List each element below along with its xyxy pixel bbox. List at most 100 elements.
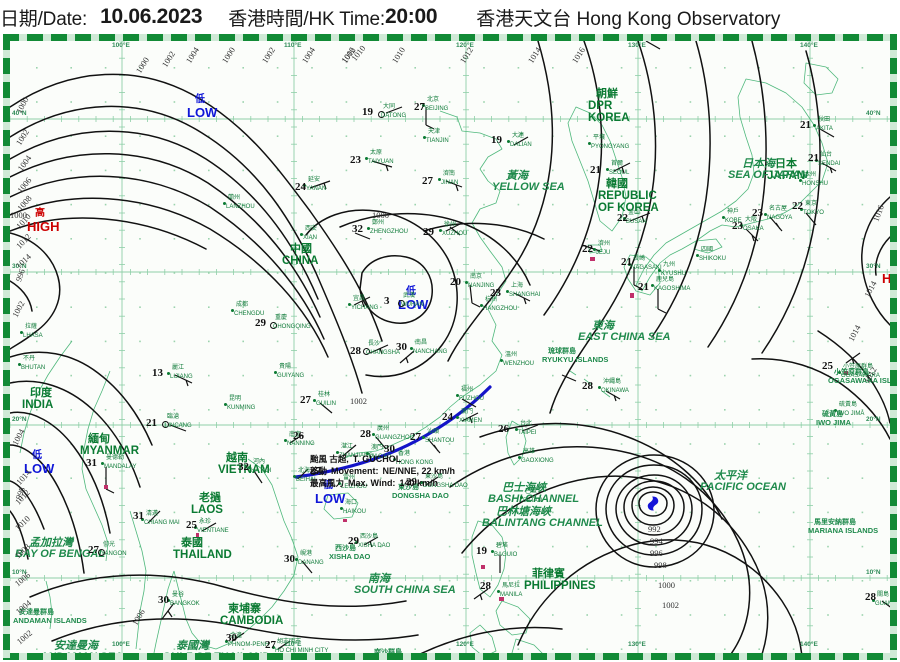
station-name-cn: 南京 [470, 274, 483, 280]
station-name-en: KUNMING [227, 405, 256, 411]
map-frame-left [3, 34, 10, 660]
country-label-en: CHINA [282, 255, 319, 267]
station-temperature: 13 [152, 367, 163, 379]
station-marker [231, 309, 234, 312]
station-name-cn: 台北 [520, 421, 533, 427]
station-marker [18, 363, 21, 366]
station-name-en: HANGZHOU [483, 306, 518, 312]
station-temperature: 22 [617, 212, 628, 224]
station-name-en: KOBE [725, 218, 742, 224]
station-marker [20, 331, 23, 334]
station-name-en: JEJU [596, 250, 611, 256]
station-name-en: FUZHOU [459, 396, 484, 402]
island-label-en: OGASAWARA ISLANDS [828, 376, 890, 385]
station-name-cn: 東沙島 [425, 474, 444, 480]
station-name-cn: 曼谷 [172, 592, 185, 598]
island-label-en: IWO JIMA [816, 418, 851, 427]
country-label-cn: 朝鮮 [596, 88, 618, 100]
station-name-cn: 長沙 [368, 341, 381, 347]
station-marker [480, 304, 483, 307]
station-name-cn: 東京 [805, 201, 818, 207]
island-label-en: ANDAMAN ISLANDS [13, 616, 87, 625]
station-name-cn: 馬尼拉 [502, 583, 521, 589]
station-marker [393, 458, 396, 461]
country-label-en: KOREA [588, 112, 630, 124]
sea-label-cn: 巴林塘海峽 [496, 506, 551, 518]
station-name-en: XISHA DAO [358, 543, 391, 549]
station-temperature: 21 [146, 417, 157, 429]
station-name-en: DATONG [381, 113, 407, 119]
station-marker [340, 507, 343, 510]
station-temperature: 26 [498, 423, 509, 435]
station-name-cn: 宜昌 [353, 296, 366, 302]
station-name-en: PHNOM-PENH [228, 642, 270, 648]
station-name-en: BUSAN [626, 219, 647, 225]
station-name-cn: 鄭州 [372, 220, 385, 226]
sea-label-en: BASHI CHANNEL [488, 493, 580, 505]
station-temperature: 30 [226, 632, 237, 644]
station-temperature: 23 [490, 287, 501, 299]
station-marker [628, 263, 631, 266]
station-marker [497, 590, 500, 593]
station-temperature: 29 [423, 226, 434, 238]
station-marker [422, 436, 425, 439]
station-marker [272, 646, 275, 649]
station-marker [593, 248, 596, 251]
station-marker [764, 213, 767, 216]
station-temperature: 3 [384, 295, 390, 307]
station-name-cn: 昆明 [229, 396, 242, 402]
pressure-centre-low-cn: 低 [32, 450, 42, 461]
station-marker [506, 290, 509, 293]
island-label-en: XISHA DAO [329, 552, 371, 561]
station-name-en: BEIJING [425, 106, 449, 112]
typhoon-isobar-label: 994 [650, 536, 663, 546]
station-name-cn: 大阪 [745, 217, 758, 223]
trough-line-layer [294, 385, 492, 479]
station-marker [372, 433, 375, 436]
country-label-cn: 中國 [290, 243, 312, 255]
country-label-en: JAPAN [767, 170, 806, 182]
station-marker [518, 456, 521, 459]
station-name-en: GUANGZHOU [375, 435, 414, 441]
island-label-cn: 琉球群島 [548, 348, 576, 355]
station-name-en: OGASAWARA [841, 373, 880, 379]
station-name-en: OSAKA [743, 226, 764, 232]
station-name-en: MANILA [500, 592, 523, 598]
station-name-cn: 名古屋 [769, 206, 788, 212]
issuer-label: 香港天文台 Hong Kong Observatory [476, 8, 781, 30]
station-marker [365, 157, 368, 160]
latitude-label: 20°N [12, 416, 27, 423]
typhoon-isobar-label: 1002 [662, 600, 679, 610]
station-name-cn: 海口 [345, 500, 358, 506]
station-name-en: HO CHI MINH CITY [275, 648, 329, 653]
station-temperature: 27 [265, 639, 276, 651]
station-name-cn: 河內 [253, 459, 266, 465]
station-name-cn: 雷州 [343, 475, 356, 481]
map-frame-right [890, 34, 897, 660]
station-temperature: 31 [133, 510, 144, 522]
isobar-value-label: 1002 [350, 396, 367, 406]
station-marker [194, 526, 197, 529]
sea-label-en: SOUTH CHINA SEA [354, 584, 456, 596]
island-label-cn: 西沙島 [335, 545, 356, 552]
station-marker [507, 140, 510, 143]
station-marker [439, 229, 442, 232]
station-name-en: KYUSHU [661, 271, 687, 277]
sea-label-en: ANDAMAN SEA [40, 652, 123, 654]
station-temperature: 29 [406, 476, 417, 488]
station-name-cn: 大連 [512, 133, 525, 139]
station-name-cn: 武漢 [403, 293, 416, 299]
station-name-cn: 永珍 [199, 519, 212, 525]
longitude-label: 110°E [284, 641, 302, 648]
station-name-en: OKINAWA [601, 388, 629, 394]
station-marker [456, 416, 459, 419]
isobar-value-label: 1000 [372, 210, 389, 220]
station-temperature: 27 [88, 544, 99, 556]
station-temperature: 32 [352, 223, 363, 235]
typhoon-maxwind-value: 140 km/h [399, 478, 438, 488]
station-marker [696, 254, 699, 257]
typhoon-isobar-label: 996 [650, 548, 663, 558]
station-name-en: SEOUL [609, 170, 630, 176]
station-marker [722, 216, 725, 219]
station-name-cn: 福州 [461, 387, 474, 393]
